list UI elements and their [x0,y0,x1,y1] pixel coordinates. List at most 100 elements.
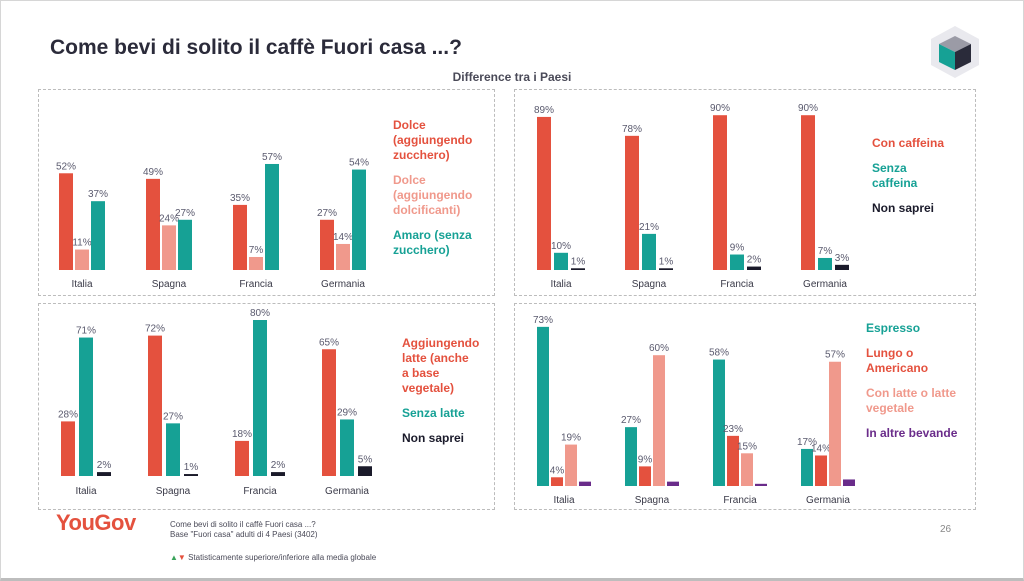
data-label: 17% [797,437,817,448]
legend-entry: Aggiungendo latte (anche a base vegetale) [402,336,492,396]
data-label: 65% [319,337,339,348]
chart-panel-3: 28% 71% 2% Italia 72% 27% 1% Spagna 18% 80% 2% Fran… [38,303,495,510]
bar-francia-0 [235,440,249,476]
bar-germania-0 [320,219,334,270]
legend-line: a base [402,366,440,380]
data-label: 28% [58,409,78,420]
bar-spagna-1 [166,423,180,476]
category-label: Spagna [632,279,667,290]
bar-spagna-0 [625,427,637,486]
bar-germania-1 [818,257,832,270]
legend-line: Dolce [393,173,426,187]
bar-germania-3 [843,479,855,486]
legend-entry: Lungo o Americano [866,346,974,376]
page-subtitle: Difference tra i Paesi [452,70,572,84]
legend-entry: Con caffeina [872,136,972,151]
bar-italia-2 [91,201,105,270]
data-label: 27% [175,208,195,219]
data-label: 23% [723,424,743,435]
data-label: 24% [159,213,179,224]
bar-germania-2 [358,466,372,476]
legend-line: Dolce [393,118,426,132]
bar-italia-1 [554,252,568,270]
footer-significance-note: ▲▼ Statisticamente superiore/inferiore a… [170,553,376,562]
bar-francia-3 [755,483,767,486]
data-label: 11% [72,238,91,249]
data-label: 4% [550,465,565,476]
bar-germania-1 [336,243,350,270]
bar-germania-1 [340,419,354,476]
bar-spagna-3 [667,481,679,486]
legend-line: Con caffeina [872,136,945,150]
data-label: 2% [271,460,286,471]
data-label: 29% [337,407,357,418]
data-label: 54% [349,158,369,169]
bar-spagna-2 [184,474,198,476]
legend-entry: Amaro (senza zucchero) [393,228,495,258]
category-label: Germania [321,279,365,290]
legend-bevanda: Espresso Lungo o Americano Con latte o latt… [866,321,974,451]
data-label: 57% [262,152,282,163]
chart-panel-4: 73% 4% 19% Italia 27% 9% 60% Spagna 58% 23% 15% Fra… [514,303,976,510]
bar-spagna-2 [178,219,192,270]
data-label: 27% [317,208,337,219]
legend-line: Amaro (senza [393,228,472,242]
data-label: 2% [747,255,762,266]
bar-spagna-0 [148,335,162,476]
bar-francia-2 [741,453,753,486]
page-title: Come bevi di solito il caffè Fuori casa … [50,36,462,59]
category-label: Italia [553,495,575,506]
legend-line: latte (anche [402,351,469,365]
legend-latte: Aggiungendo latte (anche a base vegetale) Se… [402,336,492,456]
data-label: 58% [709,348,729,359]
bar-germania-1 [815,455,827,486]
yougov-cube-icon [931,26,979,78]
data-label: 71% [76,326,96,337]
legend-entry: In altre bevande [866,426,974,441]
data-label: 10% [551,241,571,252]
legend-entry: Dolce (aggiungendo zucchero) [393,118,495,163]
category-label: Spagna [635,495,670,506]
legend-line: Non saprei [872,201,935,215]
bar-spagna-0 [625,135,639,270]
chart-bevanda: 73% 4% 19% Italia 27% 9% 60% Spagna 58% 23% 15% Fra… [533,315,855,506]
bar-spagna-2 [653,355,665,486]
bar-francia-1 [727,435,739,486]
bar-italia-1 [551,477,563,486]
bar-germania-0 [801,448,813,486]
legend-line: zucchero) [393,243,450,257]
legend-line: Aggiungendo [402,336,480,350]
data-label: 1% [659,256,674,267]
bar-spagna-1 [642,233,656,270]
legend-line: In altre bevande [866,426,958,440]
category-label: Italia [75,486,97,497]
data-label: 72% [145,324,165,335]
bar-spagna-1 [162,225,176,270]
category-label: Spagna [156,486,191,497]
data-label: 19% [561,433,581,444]
bar-italia-2 [97,472,111,476]
legend-line: caffeina [872,176,918,190]
data-label: 9% [638,454,653,465]
category-label: Italia [550,279,572,290]
chart-panel-1: 52% 11% 37% Italia 49% 24% 27% Spagna 35% 7% 57% Fr… [38,89,495,296]
legend-line: Non saprei [402,431,465,445]
legend-line: Senza latte [402,406,465,420]
bar-francia-1 [253,320,267,476]
data-label: 9% [730,243,745,254]
legend-entry: Dolce (aggiungendo dolcificanti) [393,173,495,218]
chart-latte: 28% 71% 2% Italia 72% 27% 1% Spagna 18% 80% 2% Fran… [58,308,372,497]
data-label: 90% [798,103,818,114]
bar-francia-1 [730,254,744,270]
data-label: 27% [163,411,183,422]
data-label: 78% [622,124,642,135]
page-number: 26 [940,524,952,535]
bar-italia-1 [79,337,93,476]
data-label: 7% [249,245,264,256]
legend-tipo: Dolce (aggiungendo zucchero) Dolce (aggiunge… [393,118,495,268]
data-label: 1% [184,462,199,473]
data-label: 7% [818,246,833,257]
bar-italia-0 [59,173,73,270]
data-label: 90% [710,103,730,114]
bar-italia-0 [537,116,551,270]
